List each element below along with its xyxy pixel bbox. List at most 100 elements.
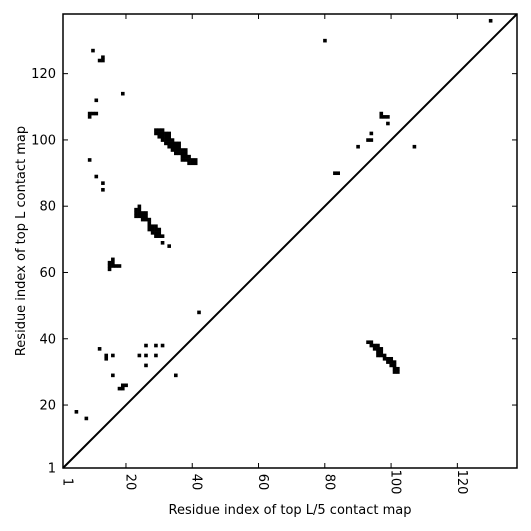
contact-point (137, 204, 142, 209)
contact-point (154, 234, 158, 238)
contact-point (180, 154, 185, 159)
x-tick-label: 100 (388, 470, 403, 495)
contact-point (183, 151, 188, 156)
contact-point (111, 257, 115, 262)
contact-point (193, 161, 198, 166)
x-axis: 1 20 40 60 80 100 120 (60, 14, 469, 494)
contact-point (369, 138, 374, 142)
contact-point (150, 227, 155, 232)
contact-point (183, 148, 188, 152)
contact-point (174, 148, 178, 152)
contact-point (183, 154, 188, 159)
contact-point (101, 58, 105, 63)
contact-point (366, 138, 370, 142)
contact-point (160, 128, 165, 132)
contact-point (389, 363, 394, 368)
contact-point (412, 144, 417, 149)
contact-point (160, 131, 165, 136)
contact-point (144, 214, 148, 219)
contact-point (94, 111, 99, 116)
contact-point (386, 360, 390, 364)
contact-point (392, 363, 397, 368)
contact-point (167, 244, 171, 248)
contact-point (157, 128, 162, 132)
contact-point (392, 366, 397, 371)
contact-point (84, 416, 89, 421)
contact-point (382, 115, 387, 119)
contact-point (144, 211, 148, 215)
contact-point (167, 134, 171, 139)
contact-point (167, 141, 171, 146)
contact-point (488, 18, 493, 23)
contact-point (150, 231, 155, 235)
contact-point (180, 151, 185, 156)
contact-point (177, 144, 181, 149)
y-tick-label: 100 (31, 133, 56, 148)
contact-point (177, 151, 181, 156)
contact-point (164, 141, 168, 146)
contact-point (157, 227, 162, 232)
contact-point (87, 111, 92, 116)
contact-point (137, 214, 142, 219)
contact-point (154, 224, 158, 229)
contact-point (120, 386, 125, 391)
contact-point (170, 144, 175, 149)
contact-point (107, 267, 112, 272)
contact-point (167, 138, 171, 142)
contact-point (333, 171, 337, 176)
contact-point (154, 131, 158, 136)
contact-point (376, 350, 380, 354)
contact-point (369, 131, 374, 136)
contact-point (174, 373, 178, 378)
diagonal-line (62, 13, 518, 469)
contact-point (101, 187, 105, 192)
contact-point (336, 171, 340, 176)
contact-point (164, 134, 168, 139)
x-axis-label: Residue index of top L/5 contact map (169, 503, 412, 518)
x-tick-label: 60 (255, 474, 270, 491)
contact-point (144, 217, 148, 222)
x-tick-label: 1 (60, 478, 75, 486)
contact-point (180, 148, 185, 152)
contact-point (389, 356, 394, 361)
contact-point (107, 264, 112, 268)
contact-point (154, 231, 158, 235)
contact-point (137, 353, 142, 358)
contact-point (379, 111, 384, 116)
contact-point (91, 111, 95, 116)
contact-point (376, 353, 380, 358)
y-tick-label: 1 (48, 462, 56, 477)
contact-point (183, 158, 188, 162)
contact-point (104, 353, 109, 358)
contact-point (107, 260, 112, 265)
contact-point (140, 211, 145, 215)
contact-markers (74, 18, 493, 421)
contact-point (144, 363, 148, 368)
contact-point (91, 48, 95, 53)
x-tick-label: 80 (321, 474, 336, 491)
contact-point (140, 214, 145, 219)
contact-point (154, 128, 158, 132)
contact-point (87, 158, 92, 162)
y-tick-label: 40 (39, 332, 56, 347)
contact-point (392, 370, 397, 374)
contact-point (124, 383, 128, 388)
y-tick-label: 60 (39, 266, 56, 281)
contact-point (379, 347, 384, 351)
contact-point (379, 353, 384, 358)
contact-point (392, 360, 397, 364)
contact-point (197, 310, 201, 315)
contact-point (117, 264, 122, 268)
contact-point (386, 115, 390, 119)
plot-frame (62, 13, 518, 469)
x-tick-label: 40 (189, 474, 204, 491)
contact-point (376, 347, 380, 351)
contact-point (389, 360, 394, 364)
contact-point (154, 353, 158, 358)
contact-point (160, 343, 165, 348)
contact-point (154, 227, 158, 232)
contact-point (170, 148, 175, 152)
contact-point (174, 141, 178, 146)
contact-point (372, 343, 377, 348)
